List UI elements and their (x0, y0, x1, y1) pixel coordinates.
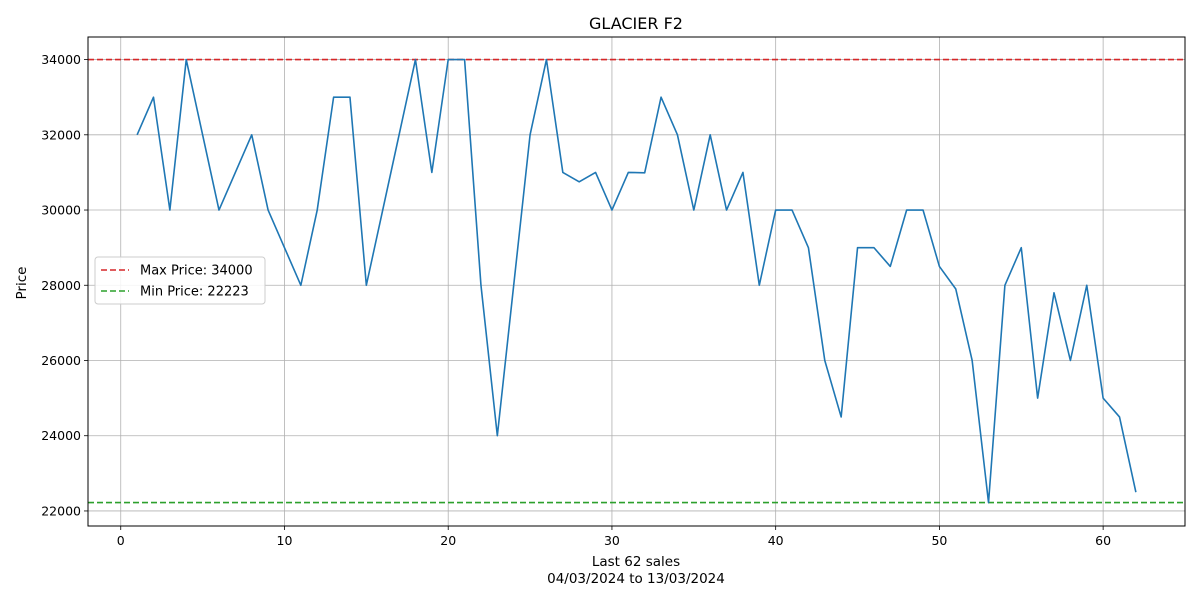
grid (88, 37, 1185, 526)
chart-title: GLACIER F2 (589, 14, 683, 33)
plot-frame (87, 36, 1186, 527)
y-tick-label: 26000 (41, 353, 81, 368)
x-tick-label: 40 (768, 533, 784, 548)
y-tick-label: 24000 (41, 428, 81, 443)
x-tick-label: 30 (604, 533, 620, 548)
x-tick-label: 0 (117, 533, 125, 548)
series-layer (136, 58, 1137, 504)
legend: Max Price: 34000 Min Price: 22223 (94, 256, 266, 305)
x-tick-label: 50 (931, 533, 947, 548)
legend-min-label: Min Price: 22223 (140, 285, 249, 300)
x-tick-label: 10 (277, 533, 293, 548)
y-tick-label: 30000 (41, 203, 81, 218)
legend-max-label: Max Price: 34000 (140, 264, 253, 279)
y-tick-label: 32000 (41, 127, 81, 142)
price-series-line (136, 58, 1137, 504)
y-axis-label: Price (14, 267, 30, 300)
legend-box (94, 256, 266, 305)
y-tick-label: 22000 (41, 503, 81, 518)
x-axis-sublabel: 04/03/2024 to 13/03/2024 (547, 571, 725, 587)
x-tick-label: 60 (1095, 533, 1111, 548)
x-axis-ticks: 0 10 20 30 40 50 60 (117, 526, 1111, 548)
y-tick-label: 28000 (41, 278, 81, 293)
y-axis-ticks: 22000 24000 26000 28000 30000 32000 34000 (41, 52, 88, 518)
y-tick-label: 34000 (41, 52, 81, 67)
reference-lines (88, 58, 1185, 504)
x-tick-label: 20 (440, 533, 456, 548)
x-axis-label: Last 62 sales (592, 554, 680, 570)
